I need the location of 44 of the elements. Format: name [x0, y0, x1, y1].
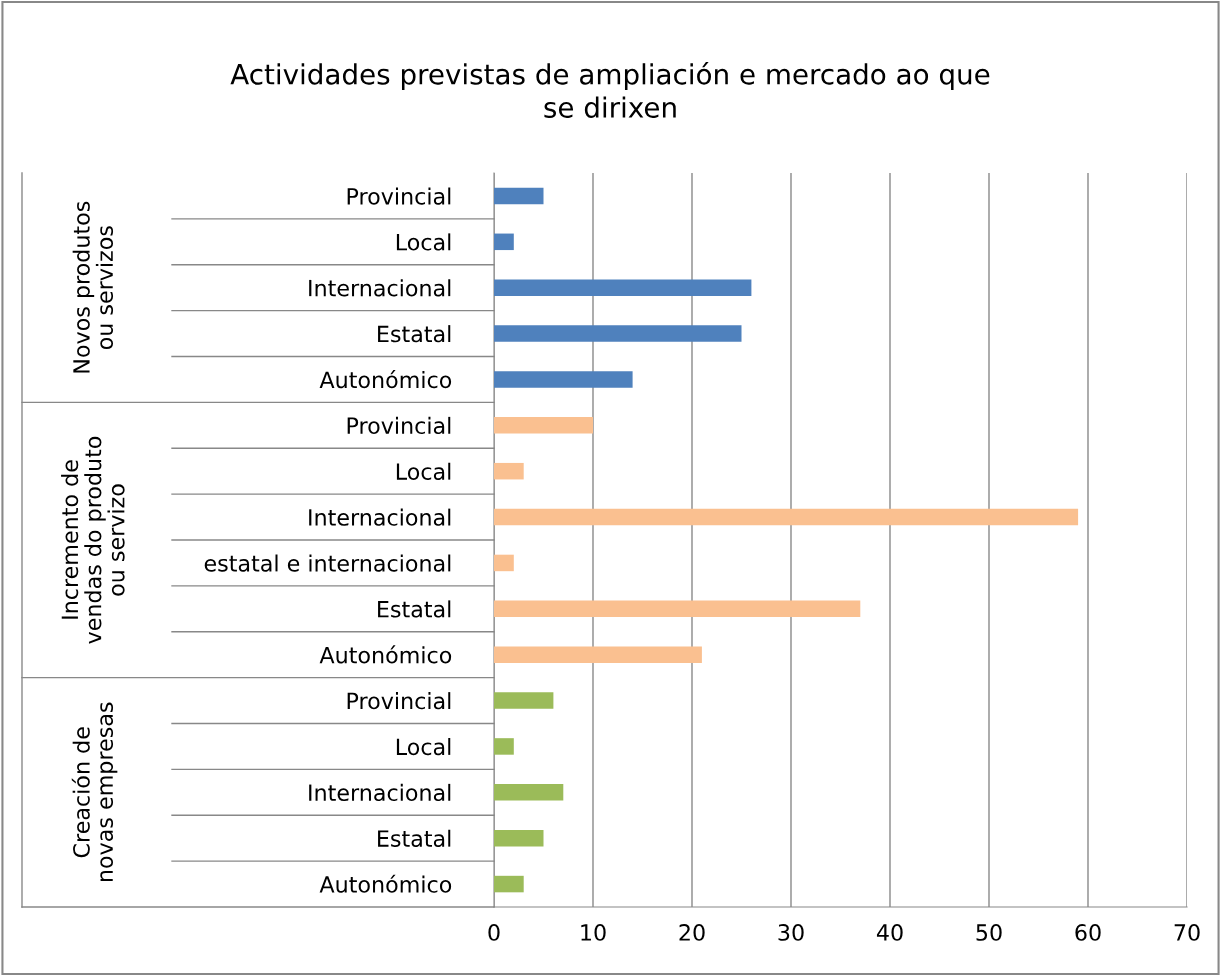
x-tick-label: 30	[778, 924, 804, 941]
bar	[494, 692, 554, 709]
bar	[494, 233, 514, 251]
bar	[494, 738, 514, 755]
y-tick-label: Provincial	[347, 187, 451, 205]
bar	[494, 554, 514, 572]
x-tick-label: 60	[1075, 924, 1101, 941]
y-tick-label: Provincial	[347, 692, 451, 710]
bar	[494, 371, 633, 388]
y-tick-label: Autonómico	[319, 874, 452, 893]
x-tick-label: 10	[581, 924, 606, 941]
text: Incremento de vendas do produto ou servizo	[61, 436, 125, 644]
x-tick-label: 20	[679, 924, 705, 941]
bar	[494, 462, 524, 480]
bar	[494, 187, 544, 205]
y-tick-label: Estatal	[378, 600, 451, 618]
bar	[494, 417, 593, 434]
y-tick-label: Estatal	[378, 829, 451, 847]
y-tick-label: Internacional	[309, 508, 451, 526]
y-tick-label: Provincial	[347, 416, 451, 435]
y-tick-label: Local	[396, 233, 451, 251]
y-tick-label: estatal e internacional	[204, 554, 451, 572]
y-tick-label: Internacional	[309, 279, 451, 297]
y-tick-label: Local	[396, 737, 451, 756]
bar	[494, 279, 752, 296]
bar	[494, 784, 564, 801]
bar	[494, 600, 861, 618]
bar	[494, 646, 702, 663]
y-tick-label: Autonómico	[319, 370, 452, 389]
text: Creación de novas empresas	[71, 702, 118, 882]
chart-title: Actividades previstas de ampliación e mercado ao que se dirixen	[230, 62, 990, 118]
x-tick-label: 40	[876, 924, 903, 941]
bar	[494, 508, 1079, 526]
bar	[494, 325, 742, 342]
text: Novos produtos ou servizos	[72, 201, 114, 373]
x-tick-label: 50	[976, 924, 1002, 941]
bar	[494, 875, 524, 893]
x-tick-label: 70	[1174, 924, 1200, 941]
y-tick-label: Internacional	[309, 783, 451, 802]
y-tick-label: Estatal	[378, 325, 451, 343]
x-tick-label: 0	[488, 924, 500, 941]
y-tick-label: Autonómico	[319, 645, 452, 664]
y-tick-label: Local	[396, 462, 451, 480]
bar	[494, 829, 544, 847]
